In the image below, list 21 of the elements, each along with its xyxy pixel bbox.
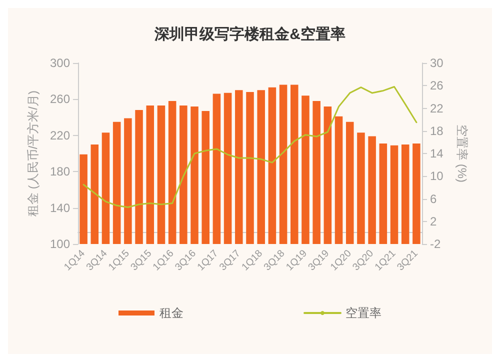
y2-tick-label: 18 <box>430 124 444 138</box>
y2-tick-label: 10 <box>430 169 444 184</box>
y-tick-label: 180 <box>50 164 70 179</box>
y2-axis-title: 空置率 (%) <box>455 124 469 182</box>
y-tick-label: 140 <box>50 200 70 215</box>
y-axis-title: 租金 (人民币/平方米/月) <box>26 90 40 216</box>
y2-tick-label: 6 <box>430 192 437 206</box>
legend-label: 租金 <box>160 306 184 320</box>
y-tick-label: 260 <box>50 92 70 106</box>
chart-title: 深圳甲级写字楼租金&空置率 <box>154 25 346 43</box>
y2-tick-label: 26 <box>430 78 444 93</box>
y2-tick-label: -2 <box>430 237 441 251</box>
y2-tick-label: 22 <box>430 101 444 116</box>
y-tick-label: 220 <box>50 128 70 142</box>
line-series <box>82 86 418 208</box>
y2-tick-label: 14 <box>430 146 444 160</box>
legend-label: 空置率 <box>346 306 382 320</box>
y2-tick-label: 30 <box>430 56 444 70</box>
y-tick-label: 300 <box>50 56 70 70</box>
y2-tick-label: 2 <box>430 214 437 228</box>
y-tick-label: 100 <box>50 237 70 251</box>
